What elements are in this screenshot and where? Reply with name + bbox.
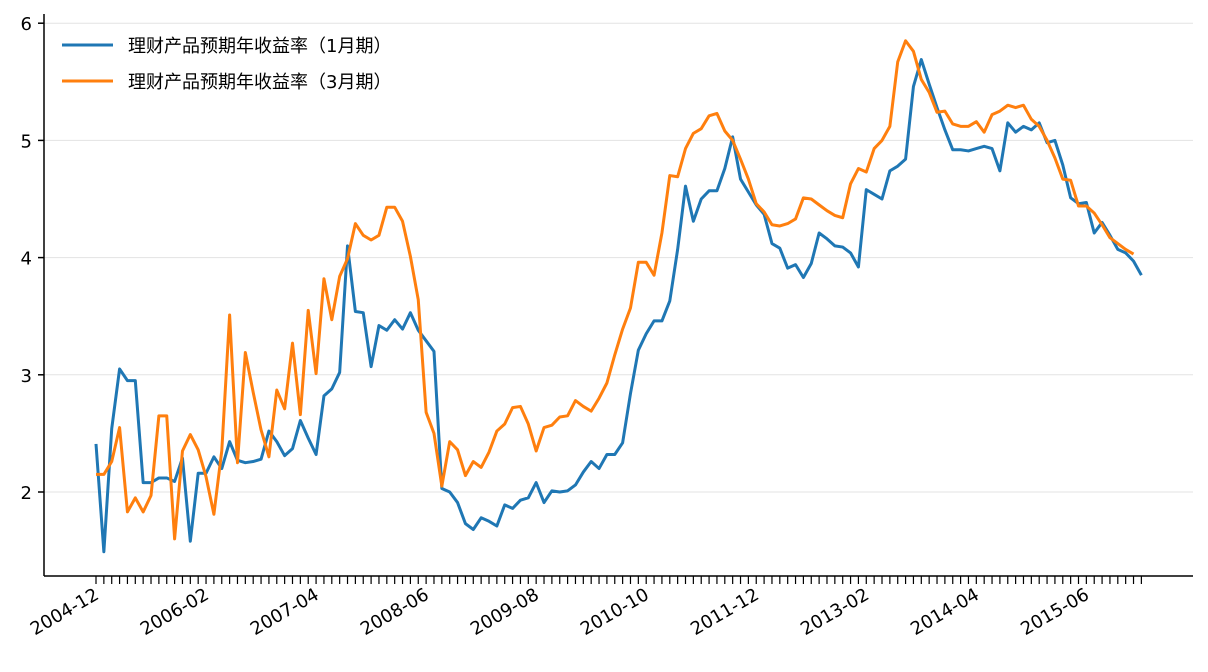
y-tick-label: 5 — [21, 131, 32, 152]
gridlines — [44, 22, 1193, 493]
x-tick-label: 2008-06 — [357, 584, 433, 640]
x-tick-label: 2009-08 — [467, 584, 543, 640]
x-tick-label: 2011-12 — [687, 584, 763, 640]
y-tick-label: 6 — [21, 14, 32, 35]
x-tick-label: 2006-02 — [137, 584, 213, 640]
x-tick-label: 2010-10 — [577, 584, 653, 640]
x-axis-ticks: 2004-12 2006-02 2007-04 2008-06 2009-08 2010-… — [27, 576, 1142, 640]
y-tick-label: 4 — [21, 249, 32, 270]
legend: 理财产品预期年收益率（1月期） 理财产品预期年收益率（3月期） — [62, 36, 391, 93]
y-axis-ticks: 2 3 4 5 6 — [21, 14, 44, 504]
y-tick-label: 2 — [21, 483, 32, 504]
legend-label-1m: 理财产品预期年收益率（1月期） — [128, 36, 391, 57]
x-tick-label: 2004-12 — [27, 584, 103, 640]
y-tick-label: 3 — [21, 366, 32, 387]
legend-label-3m: 理财产品预期年收益率（3月期） — [128, 72, 391, 93]
x-tick-label: 2015-06 — [1017, 584, 1093, 640]
x-tick-label: 2013-02 — [797, 584, 873, 640]
series-lines — [94, 39, 1143, 554]
x-tick-label: 2007-04 — [247, 584, 323, 640]
x-tick-label: 2014-04 — [907, 584, 983, 640]
series-line — [94, 58, 1143, 554]
series-line — [96, 39, 1135, 541]
series-3m — [95, 39, 1135, 541]
